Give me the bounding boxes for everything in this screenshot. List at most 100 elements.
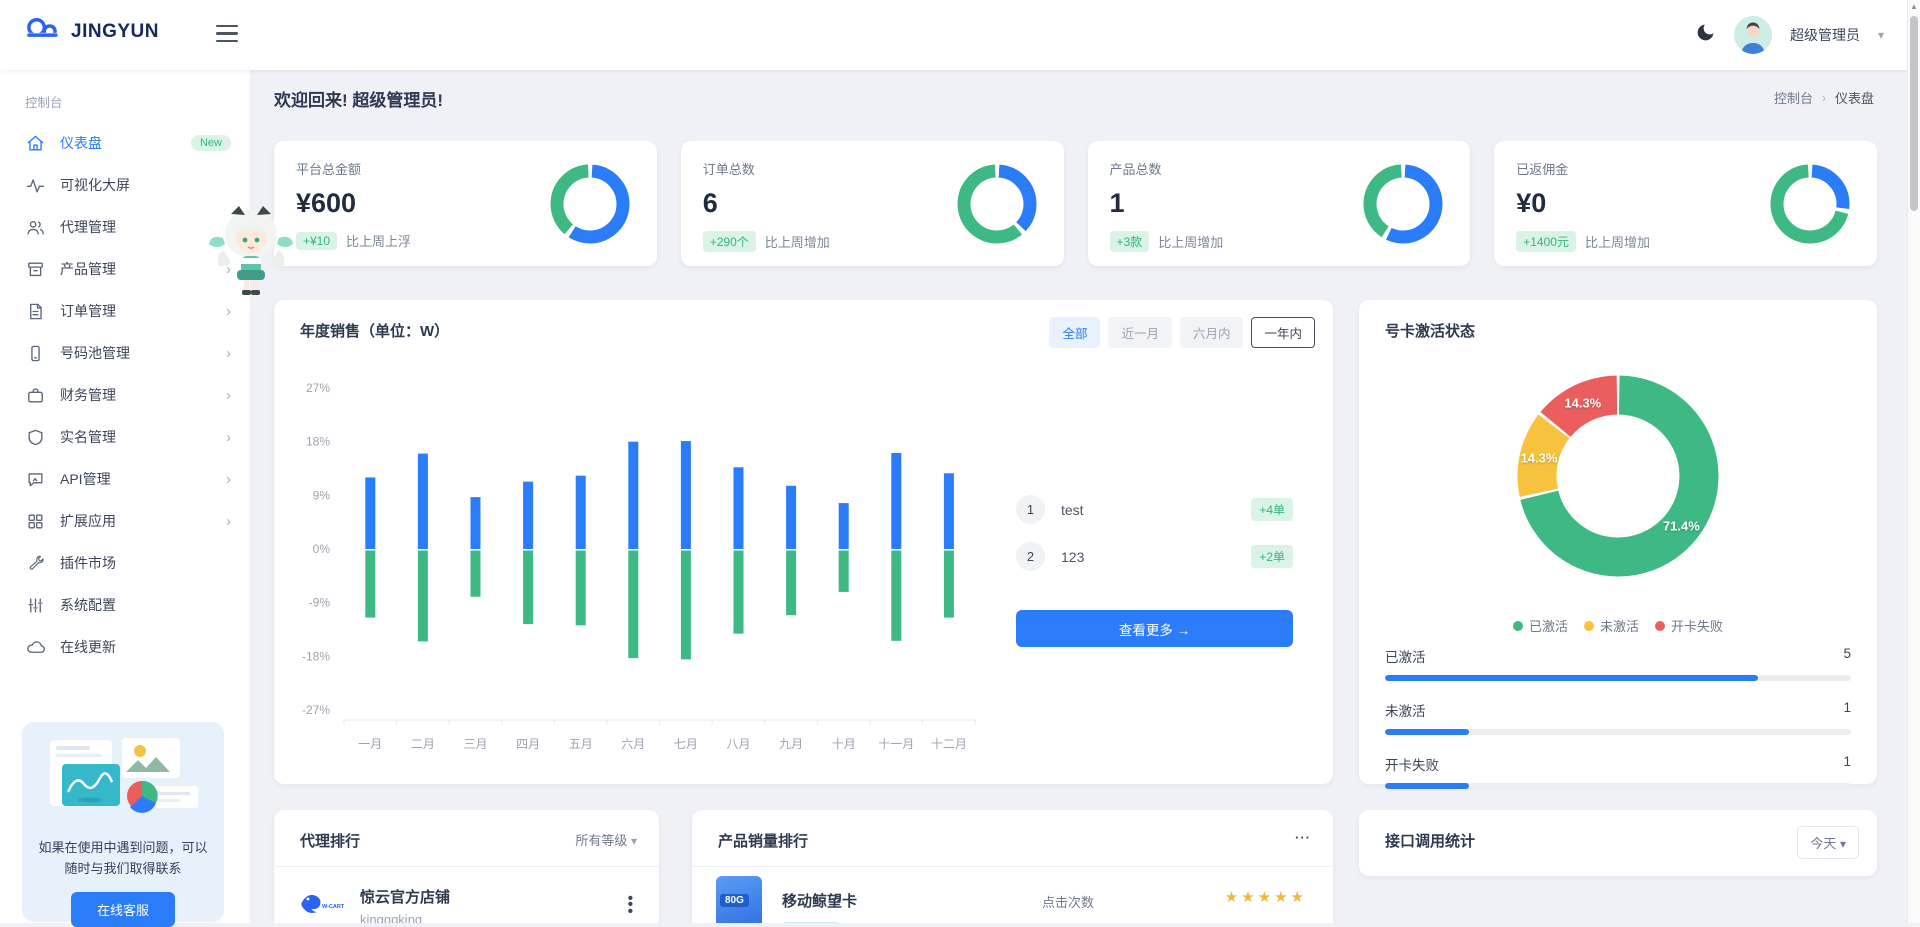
stat-card-0: 平台总金额 ¥600 +¥10 比上周上浮 <box>274 141 657 266</box>
sidebar-item-6[interactable]: 财务管理 › <box>0 374 251 416</box>
annual-sales-bar-chart: 27% 18% 9% 0% -9% -18% -27% 一月 二月 三月 四月 五月 六月 七月 八月 九月 十… <box>286 358 976 762</box>
stat-cards-row: 平台总金额 ¥600 +¥10 比上周上浮 订单总数 6 +290个 比上周增加… <box>274 141 1877 266</box>
product-name[interactable]: 移动鲸望卡 <box>782 893 858 910</box>
user-name[interactable]: 超级管理员 <box>1789 27 1860 43</box>
sidebar-item-label: 扩展应用 <box>60 513 116 529</box>
legend-item[interactable]: 开卡失败 <box>1655 616 1723 635</box>
scrollbar[interactable]: ▲ <box>1907 0 1920 923</box>
sidebar-item-11[interactable]: 系统配置 <box>0 584 251 626</box>
user-avatar[interactable] <box>1733 16 1772 54</box>
stat-title: 平台总金额 <box>296 162 362 177</box>
stat-donut-chart <box>1767 161 1853 247</box>
activation-donut-chart: 71.4% 14.3% 14.3% <box>1478 336 1758 608</box>
stat-title: 已返佣金 <box>1516 162 1569 177</box>
rank-number: 1 <box>1016 495 1045 524</box>
chevron-right-icon: › <box>226 302 231 320</box>
menu-toggle-icon[interactable] <box>216 25 238 45</box>
breadcrumb-console[interactable]: 控制台 <box>1773 91 1813 106</box>
sidebar-item-label: 财务管理 <box>60 387 116 403</box>
phone-icon <box>26 344 45 363</box>
product-star-rating: ★★★★★ <box>1224 889 1307 906</box>
pie-slice-label: 14.3% <box>1520 450 1558 466</box>
scroll-up-arrow-icon[interactable]: ▲ <box>1910 2 1918 11</box>
progress-fill <box>1385 675 1758 681</box>
tab-全部[interactable]: 全部 <box>1049 317 1101 348</box>
help-text: 如果在使用中遇到问题，可以随时与我们取得联系 <box>38 840 208 877</box>
sidebar-item-label: 产品管理 <box>60 261 116 277</box>
stat-donut-chart <box>547 161 633 247</box>
new-badge: New <box>190 135 231 151</box>
kebab-menu-icon[interactable]: • • • <box>627 890 633 920</box>
sidebar-item-4[interactable]: 订单管理 › <box>0 290 251 332</box>
help-illustration <box>50 738 198 813</box>
svg-text:九月: 九月 <box>779 737 803 751</box>
progress-track <box>1385 729 1851 735</box>
sidebar-menu: 仪表盘 New 可视化大屏 代理管理 › 产品管理 › 订单管理 › 号码池管理… <box>0 122 251 668</box>
sidebar-item-label: 系统配置 <box>60 597 116 613</box>
dark-mode-moon-icon[interactable] <box>1695 22 1716 48</box>
legend-dot <box>1655 620 1665 631</box>
online-support-button[interactable]: 在线客服 <box>70 891 175 927</box>
tab-六月内[interactable]: 六月内 <box>1179 317 1244 348</box>
card-activation-card: 号卡激活状态 71.4% 14.3% 14.3% 已激活 未激活 开卡失败 已激活 5 … <box>1359 300 1877 789</box>
briefcase-icon <box>26 386 45 405</box>
stat-delta-badge: +1400元 <box>1516 231 1576 252</box>
sliders-icon <box>26 596 45 615</box>
rank-delta-badge: +4单 <box>1251 498 1293 521</box>
svg-text:十一月: 十一月 <box>878 737 914 751</box>
product-rank-title: 产品销量排行 <box>718 833 809 850</box>
svg-text:27%: 27% <box>306 381 330 395</box>
sidebar-item-label: 在线更新 <box>60 639 116 655</box>
mascot-character[interactable] <box>203 198 299 298</box>
svg-text:二月: 二月 <box>411 737 435 751</box>
chevron-right-icon: › <box>226 512 231 530</box>
view-more-button[interactable]: 查看更多 → <box>1016 610 1293 647</box>
stat-value: ¥0 <box>1516 188 1547 218</box>
stat-value: ¥600 <box>296 188 357 218</box>
annual-sales-title: 年度销售（单位：W） <box>300 323 450 340</box>
store-name[interactable]: 惊云官方店铺 <box>360 889 451 906</box>
sidebar-item-0[interactable]: 仪表盘 New <box>0 122 251 164</box>
tab-近一月[interactable]: 近一月 <box>1108 317 1172 348</box>
progress-value: 1 <box>1843 754 1851 769</box>
progress-label: 开卡失败 <box>1385 758 1439 773</box>
sidebar-item-8[interactable]: API管理 › <box>0 458 251 500</box>
logo-text: JINGYUN <box>71 20 159 42</box>
stat-value: 6 <box>702 188 718 218</box>
scrollbar-thumb[interactable] <box>1910 16 1918 211</box>
more-menu-icon[interactable]: ··· <box>1295 830 1311 845</box>
sidebar-item-5[interactable]: 号码池管理 › <box>0 332 251 374</box>
progress-track <box>1385 783 1851 789</box>
sidebar-item-label: API管理 <box>60 471 111 487</box>
stat-donut-chart <box>1360 161 1446 247</box>
pie-slice-label: 14.3% <box>1564 395 1602 411</box>
activation-progress-row: 开卡失败 1 <box>1385 754 1851 789</box>
sidebar-item-3[interactable]: 产品管理 › <box>0 248 251 290</box>
chevron-right-icon: › <box>226 260 231 278</box>
agent-level-filter[interactable]: 所有等级 ▾ <box>575 833 637 848</box>
sidebar-item-label: 号码池管理 <box>60 345 130 361</box>
sidebar-item-10[interactable]: 插件市场 <box>0 542 251 584</box>
sidebar-item-12[interactable]: 在线更新 <box>0 626 251 668</box>
chevron-right-icon: › <box>226 386 231 404</box>
app-logo: JINGYUN <box>22 14 159 49</box>
api-range-select[interactable]: 今天 ▾ <box>1797 826 1859 859</box>
shield-icon <box>26 428 45 447</box>
page-title: 欢迎回来! 超级管理员! <box>274 91 444 110</box>
product-metric-label: 点击次数 <box>1042 895 1095 910</box>
svg-text:-27%: -27% <box>302 703 330 717</box>
sidebar-item-1[interactable]: 可视化大屏 <box>0 164 251 206</box>
chevron-right-icon: › <box>226 428 231 446</box>
breadcrumb-dashboard[interactable]: 仪表盘 <box>1834 91 1874 106</box>
sales-rank-item[interactable]: 1 test +4单 <box>1016 486 1293 533</box>
tab-一年内[interactable]: 一年内 <box>1251 317 1315 348</box>
cloud-logo-icon <box>22 14 62 49</box>
svg-text:六月: 六月 <box>621 737 645 751</box>
sales-rank-item[interactable]: 2 123 +2单 <box>1016 533 1293 580</box>
sidebar-item-7[interactable]: 实名管理 › <box>0 416 251 458</box>
svg-text:-18%: -18% <box>302 649 330 663</box>
legend-item[interactable]: 已激活 <box>1512 616 1568 635</box>
sidebar-item-9[interactable]: 扩展应用 › <box>0 500 251 542</box>
svg-text:9%: 9% <box>313 488 331 502</box>
legend-item[interactable]: 未激活 <box>1583 616 1639 635</box>
